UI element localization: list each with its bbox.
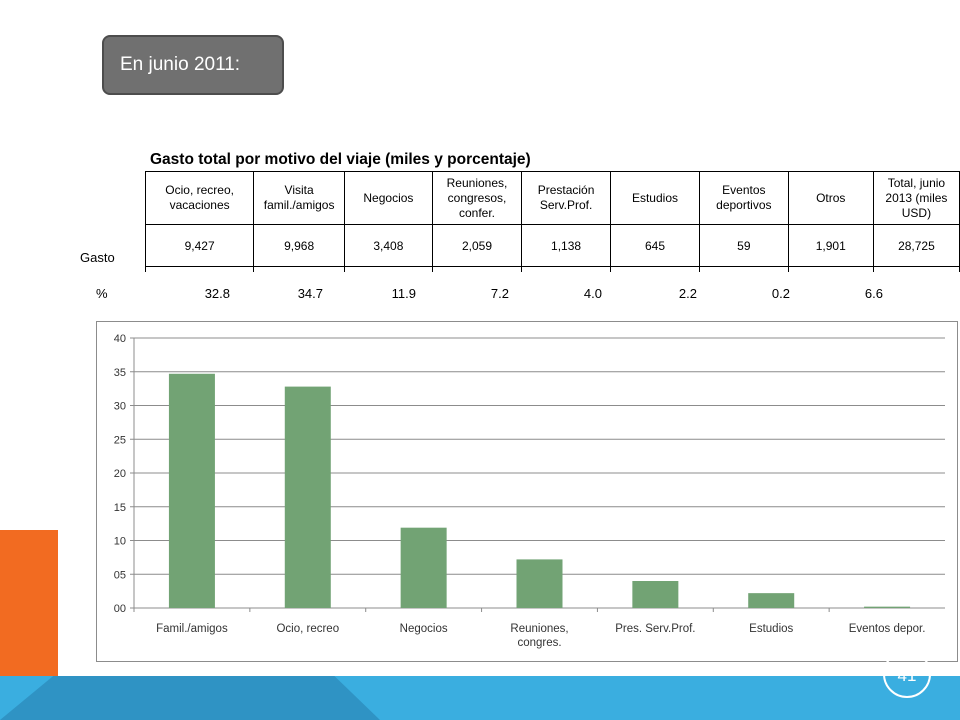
table-header-line: congresos,	[447, 190, 507, 205]
bar	[516, 559, 563, 608]
section-title: En junio 2011:	[120, 54, 241, 75]
table-header-cell: Ocio, recreo, vacaciones	[144, 171, 255, 225]
x-tick-label: congres.	[517, 637, 561, 649]
table-header-line: Negocios	[363, 190, 414, 205]
y-tick-label: 05	[114, 569, 126, 581]
table-gasto-cell: 1,138	[521, 224, 611, 267]
x-tick-label: Pres. Serv.Prof.	[615, 623, 695, 635]
table-header-cell: Visita famil./amigos	[253, 171, 345, 225]
table-spacer-cell	[144, 266, 255, 272]
table-gasto-cell: 59	[699, 224, 789, 267]
pct-value: 32.8	[204, 286, 230, 301]
y-tick-label: 10	[114, 536, 126, 548]
table-header-line: vacaciones	[169, 198, 230, 212]
x-tick-label: Famil./amigos	[156, 623, 228, 635]
page-number: 41	[897, 666, 917, 685]
table-header-row: Ocio, recreo, vacaciones Visita famil./amig…	[144, 171, 960, 225]
table-title: Gasto total por motivo del viaje (miles …	[150, 151, 531, 168]
table-header-cell: Eventos deportivos	[699, 171, 789, 225]
pct-value: 4.0	[583, 286, 602, 301]
bar	[400, 527, 447, 608]
table-spacer-cell	[253, 266, 345, 272]
table-spacer-row	[144, 266, 960, 272]
table-header-line: Reuniones,	[446, 175, 508, 190]
table-spacer-cell	[343, 266, 433, 272]
table-header-cell: Reuniones, congresos, confer.	[431, 171, 523, 225]
table-header-cell: Prestación Serv.Prof.	[521, 171, 611, 225]
table-gasto-cell: 645	[609, 224, 701, 267]
table-header-line: 2013 (miles	[885, 190, 948, 205]
table-gasto-cell: 9,427	[144, 224, 255, 267]
table-header-line: USD)	[901, 205, 932, 220]
gasto-table: Ocio, recreo, vacaciones Visita famil./amig…	[144, 171, 960, 272]
x-tick-label: Ocio, recreo	[276, 623, 339, 635]
bar	[284, 386, 331, 608]
pct-value: 100.0	[944, 286, 960, 301]
table-header-line: Serv.Prof.	[539, 198, 593, 212]
row-label-pct: %	[96, 286, 108, 301]
y-tick-label: 20	[114, 468, 126, 480]
table-header-line: Estudios	[631, 190, 678, 205]
table-header-cell: Otros	[787, 171, 874, 225]
bar-chart-svg: 00 05 10 15 20 25 30 35 40 Famil./amigos Ocio, rec…	[114, 333, 945, 649]
table-spacer-cell	[872, 266, 960, 272]
table-gasto-cell: 3,408	[343, 224, 433, 267]
y-tick-label: 25	[114, 434, 126, 446]
table-header-line: Otros	[816, 190, 846, 205]
bar	[168, 373, 215, 608]
table-header-line: famil./amigos	[263, 198, 335, 212]
table-gasto-cell: 1,901	[787, 224, 874, 267]
table-header-cell: Estudios	[609, 171, 701, 225]
pct-value: 2.2	[678, 286, 697, 301]
table-header-cell: Negocios	[343, 171, 433, 225]
blue-footer-shape	[0, 676, 380, 720]
table-header-line: deportivos	[716, 198, 772, 212]
table-header-line: Ocio, recreo,	[165, 183, 234, 197]
y-tick-label: 15	[114, 502, 126, 514]
table-header-line: Visita	[284, 183, 314, 197]
table-spacer-cell	[521, 266, 611, 272]
x-tick-label: Negocios	[400, 623, 448, 635]
table-spacer-cell	[431, 266, 523, 272]
gasto-table-wrap: Ocio, recreo, vacaciones Visita famil./amig…	[144, 171, 960, 272]
y-tick-label: 35	[114, 367, 126, 379]
table-gasto-row: 9,427 9,968 3,408 2,059 1,138 645 59 1,901 28,72…	[144, 224, 960, 267]
pct-value: 11.9	[391, 286, 416, 301]
y-tick-label: 30	[114, 401, 126, 413]
table-gasto-cell: 28,725	[872, 224, 960, 267]
table-header-line: Total, junio	[887, 175, 946, 190]
bar	[748, 593, 795, 608]
table-header-line: Eventos	[722, 183, 766, 197]
pct-value: 7.2	[490, 286, 509, 301]
x-tick-label: Reuniones,	[510, 623, 568, 635]
table-spacer-cell	[787, 266, 874, 272]
table-header-cell: Total, junio 2013 (miles USD)	[872, 171, 960, 225]
pct-value: 34.7	[297, 286, 323, 301]
pct-value: 6.6	[864, 286, 883, 301]
x-tick-label: Estudios	[749, 623, 793, 635]
pct-value: 0.2	[771, 286, 790, 301]
table-spacer-cell	[699, 266, 789, 272]
page-number-badge: 41	[883, 650, 931, 698]
table-header-line: confer.	[458, 205, 496, 220]
bar	[632, 581, 679, 608]
bar	[864, 606, 911, 608]
x-tick-label: Eventos depor.	[849, 623, 926, 635]
table-gasto-cell: 2,059	[431, 224, 523, 267]
y-tick-label: 00	[114, 603, 126, 615]
section-title-box: En junio 2011:	[102, 35, 284, 95]
y-tick-label: 40	[114, 333, 126, 345]
table-gasto-cell: 9,968	[253, 224, 345, 267]
bar-chart: 00 05 10 15 20 25 30 35 40 Famil./amigos Ocio, rec…	[96, 321, 958, 662]
row-label-gasto: Gasto	[80, 250, 115, 265]
table-spacer-cell	[609, 266, 701, 272]
table-header-line: Prestación	[537, 183, 595, 197]
